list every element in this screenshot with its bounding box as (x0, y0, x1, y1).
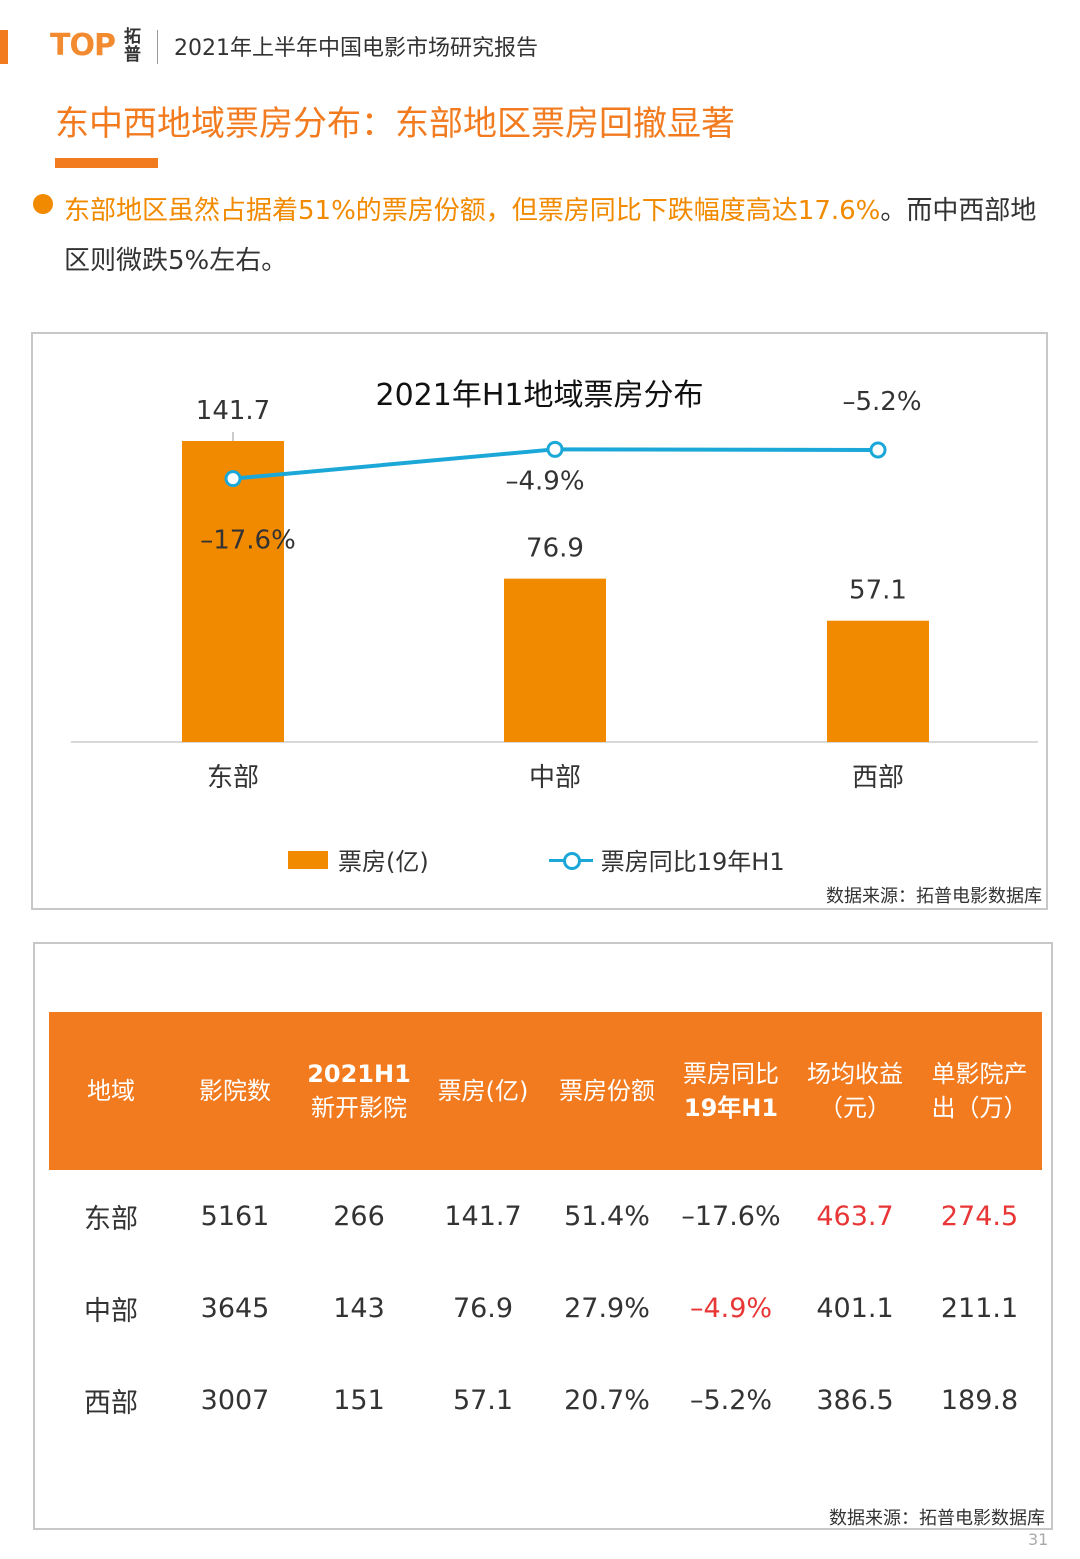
report-title: 2021年上半年中国电影市场研究报告 (174, 36, 538, 61)
yoy-marker (224, 470, 242, 488)
table-header-cell: 票房(亿) (421, 1012, 545, 1170)
table-cell: 189.8 (940, 1384, 1019, 1416)
category-label: 西部 (852, 763, 904, 793)
table-cell: –5.2% (689, 1384, 773, 1416)
summary-text: 东部地区虽然占据着51%的票房份额，但票房同比下跌幅度高达17.6%。而中西部地… (64, 186, 1049, 286)
table-body: 东部 5161 266 141.7 51.4% –17.6% 463.7 274.5 中部 364… (49, 1170, 1042, 1446)
region-table: 地域 影院数 2021H1 新开影院 票房(亿) 票房份额 票房同比 19年H1 场均收益 （元）… (49, 1012, 1042, 1446)
table-cell: 143 (333, 1292, 385, 1324)
page-number: 31 (1028, 1530, 1049, 1549)
table-cell: 3007 (200, 1384, 270, 1416)
category-label: 中部 (529, 763, 581, 793)
table-header-cell: 单影院产 出（万） (917, 1012, 1042, 1170)
chart-source: 数据来源：拓普电影数据库 (826, 886, 1042, 907)
table-cell: 3645 (200, 1292, 270, 1324)
bar-value-label: 141.7 (196, 396, 270, 426)
table-header-cell: 2021H1 新开影院 (297, 1012, 421, 1170)
table-header-cell: 票房同比 19年H1 (669, 1012, 793, 1170)
table-header-cell: 票房份额 (545, 1012, 669, 1170)
table-cell: 27.9% (564, 1292, 650, 1324)
logo-cn-text: 拓普 (124, 27, 141, 65)
top-logo: TOP 拓普 (50, 28, 150, 68)
table-panel: 地域 影院数 2021H1 新开影院 票房(亿) 票房份额 票房同比 19年H1 场均收益 （元）… (33, 942, 1053, 1530)
table-cell: –17.6% (681, 1200, 781, 1232)
legend-line-swatch (548, 850, 593, 870)
table-row: 中部 3645 143 76.9 27.9% –4.9% 401.1 211.1 (49, 1262, 1042, 1354)
yoy-marker (869, 441, 887, 459)
bar-value-label: 57.1 (849, 576, 907, 606)
table-cell: –4.9% (689, 1292, 773, 1324)
table-cell: 5161 (200, 1200, 270, 1232)
chart-title: 2021年H1地域票房分布 (375, 378, 704, 413)
bar-1 (182, 441, 284, 742)
bar-value-label: 76.9 (526, 534, 584, 564)
bar-3 (827, 620, 929, 742)
summary-highlight: 东部地区虽然占据着51%的票房份额，但票房同比下跌幅度高达17.6% (64, 196, 881, 226)
page-edge-tab (0, 30, 8, 64)
yoy-value-label: –4.9% (505, 466, 584, 496)
table-row: 东部 5161 266 141.7 51.4% –17.6% 463.7 274.5 (49, 1170, 1042, 1262)
table-cell: 76.9 (452, 1292, 514, 1324)
table-cell: 463.7 (816, 1200, 894, 1232)
table-cell: 141.7 (444, 1200, 522, 1232)
table-cell: 20.7% (564, 1384, 650, 1416)
summary-rest: 。而中西部地区则微跌5%左右。 (64, 196, 1037, 276)
legend-line-label: 票房同比19年H1 (600, 848, 785, 876)
logo-mark: TOP (50, 28, 116, 63)
table-cell: 51.4% (564, 1200, 650, 1232)
yoy-marker (546, 440, 564, 458)
table-source: 数据来源：拓普电影数据库 (829, 1508, 1045, 1529)
table-cell: 57.1 (452, 1384, 514, 1416)
table-header-row: 地域 影院数 2021H1 新开影院 票房(亿) 票房份额 票房同比 19年H1 场均收益 （元）… (49, 1012, 1042, 1170)
legend-bar-swatch (288, 850, 328, 869)
table-cell: 266 (333, 1200, 385, 1232)
table-header-cell: 影院数 (173, 1012, 297, 1170)
table-cell: 386.5 (816, 1384, 894, 1416)
yoy-value-label: –5.2% (842, 387, 921, 417)
title-underline (55, 158, 158, 168)
chart-panel: 141.7 东部 76.9 中部 57.1 西部 –17.6% –4.9% –5.2% 2021… (31, 332, 1048, 910)
table-cell: 西部 (84, 1387, 138, 1419)
yoy-value-label: –17.6% (200, 526, 296, 556)
legend-bar-label: 票房(亿) (338, 848, 429, 876)
table-cell: 211.1 (940, 1292, 1019, 1324)
chart-legend: 票房(亿) 票房同比19年H1 (288, 842, 785, 877)
category-label: 东部 (207, 763, 259, 793)
page-title: 东中西地域票房分布：东部地区票房回撤显著 (55, 104, 735, 144)
table-cell: 151 (333, 1384, 385, 1416)
chart-svg: 141.7 东部 76.9 中部 57.1 西部 –17.6% –4.9% –5.2% (71, 387, 1038, 793)
bar-2 (504, 578, 606, 742)
table-header-cell: 地域 (49, 1012, 173, 1170)
table-row: 西部 3007 151 57.1 20.7% –5.2% 386.5 189.8 (49, 1354, 1042, 1446)
table-cell: 中部 (84, 1295, 138, 1327)
bullet-dot-icon (33, 194, 53, 214)
table-cell: 东部 (84, 1203, 138, 1235)
table-cell: 401.1 (816, 1292, 894, 1324)
table-header-cell: 场均收益 （元） (793, 1012, 917, 1170)
header-divider (157, 30, 158, 64)
table-cell: 274.5 (940, 1200, 1019, 1232)
